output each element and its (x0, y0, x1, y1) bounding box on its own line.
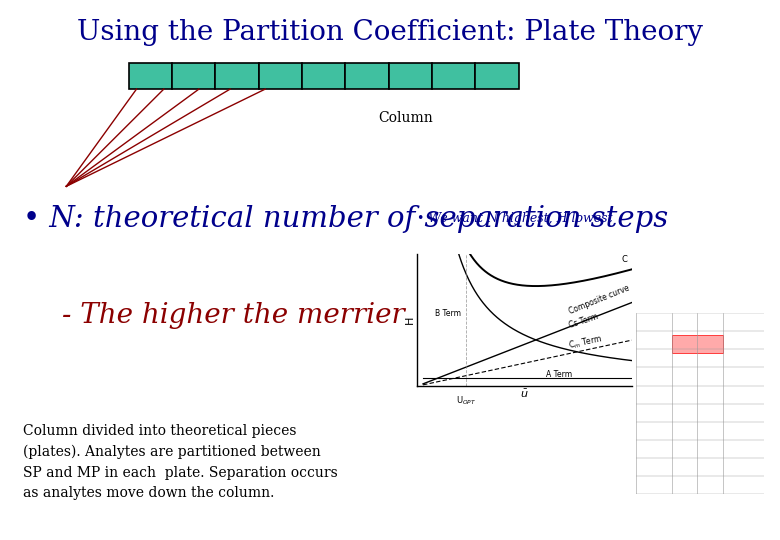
Bar (346, 63, 388, 89)
Bar (388, 63, 432, 89)
Text: • N: theoretical number of separation steps: • N: theoretical number of separation st… (23, 205, 668, 233)
Text: Column: Column (378, 111, 433, 125)
Text: C$_m$ Term: C$_m$ Term (568, 333, 604, 352)
Text: Cs Term: Cs Term (568, 312, 599, 329)
Bar (129, 63, 172, 89)
Text: U$_{OPT}$: U$_{OPT}$ (456, 394, 476, 407)
Text: A Term: A Term (546, 370, 572, 379)
Y-axis label: H: H (405, 316, 414, 324)
Bar (475, 63, 519, 89)
Bar (432, 63, 475, 89)
X-axis label: $\bar{u}$: $\bar{u}$ (520, 388, 529, 400)
Text: C: C (621, 255, 627, 264)
Text: Column divided into theoretical pieces
(plates). Analytes are partitioned betwee: Column divided into theoretical pieces (… (23, 424, 339, 501)
Bar (302, 63, 346, 89)
Bar (215, 63, 259, 89)
Bar (259, 63, 302, 89)
Text: Using the Partition Coefficient: Plate Theory: Using the Partition Coefficient: Plate T… (77, 19, 703, 46)
Text: Composite curve: Composite curve (568, 283, 630, 316)
Bar (672, 335, 723, 353)
Text: B Term: B Term (435, 309, 461, 319)
Bar (172, 63, 215, 89)
Text: - The higher the merrier: - The higher the merrier (62, 302, 405, 329)
Text: • We want N highest, H lowest: • We want N highest, H lowest (417, 212, 613, 225)
